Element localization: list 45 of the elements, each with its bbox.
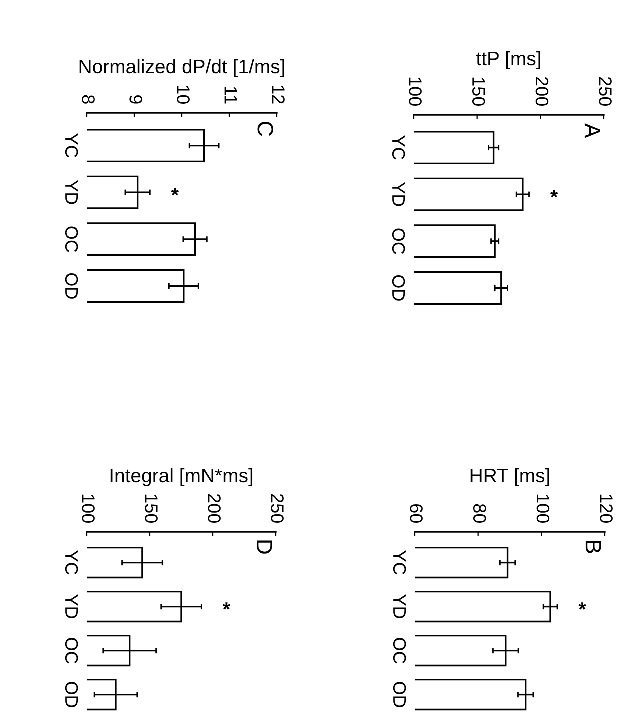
annotation: * (222, 602, 230, 610)
annotation: B (586, 541, 602, 554)
x-tick-label: 100 (82, 494, 95, 523)
y-tick-label: OC (65, 638, 78, 664)
x-tick-label: 200 (536, 77, 549, 106)
annotation: * (578, 602, 586, 610)
x-tick-label: 250 (599, 77, 612, 106)
y-tick-label: YC (65, 134, 78, 158)
x-tick-label: 9 (130, 95, 142, 104)
y-tick-label: YD (66, 180, 78, 204)
y-tick-label: OD (65, 682, 78, 708)
x-tick-label: 200 (208, 494, 221, 523)
x-tick-label: 100 (536, 494, 550, 523)
y-tick-label: OD (65, 274, 78, 299)
x-axis-title: Normalized dP/dt [1/ms] (80, 59, 284, 78)
x-axis-title: HRT [ms] (470, 468, 550, 486)
annotation: D (257, 540, 272, 554)
x-tick-label: 80 (473, 504, 486, 523)
x-tick-label: 120 (600, 494, 613, 523)
x-tick-label: 250 (271, 494, 284, 523)
x-tick-label: 12 (272, 86, 285, 104)
y-tick-label: OD (392, 276, 406, 301)
y-tick-label: OC (392, 228, 406, 254)
x-tick-label: 150 (472, 78, 486, 106)
y-tick-label: YC (392, 136, 406, 160)
annotation: * (171, 188, 179, 196)
x-axis-title: ttP [ms] (476, 51, 540, 70)
y-tick-label: OC (393, 638, 406, 664)
x-tick-label: 100 (409, 78, 422, 106)
x-tick-label: 11 (224, 87, 238, 104)
y-tick-label: OD (393, 682, 406, 708)
x-tick-label: 60 (410, 504, 423, 523)
y-tick-label: OC (65, 226, 78, 252)
y-tick-label: YC (65, 550, 78, 575)
x-tick-label: 10 (177, 86, 190, 104)
annotation: C (258, 122, 274, 136)
x-axis-title: Integral [mN*ms] (110, 468, 253, 486)
x-tick-label: 8 (82, 95, 95, 104)
y-tick-label: YD (66, 594, 78, 618)
annotation: * (550, 190, 558, 198)
y-tick-label: YD (394, 594, 406, 618)
annotation: A (584, 124, 600, 138)
y-tick-label: YC (393, 550, 406, 575)
x-tick-label: 150 (145, 494, 158, 523)
y-tick-label: YD (392, 182, 406, 206)
